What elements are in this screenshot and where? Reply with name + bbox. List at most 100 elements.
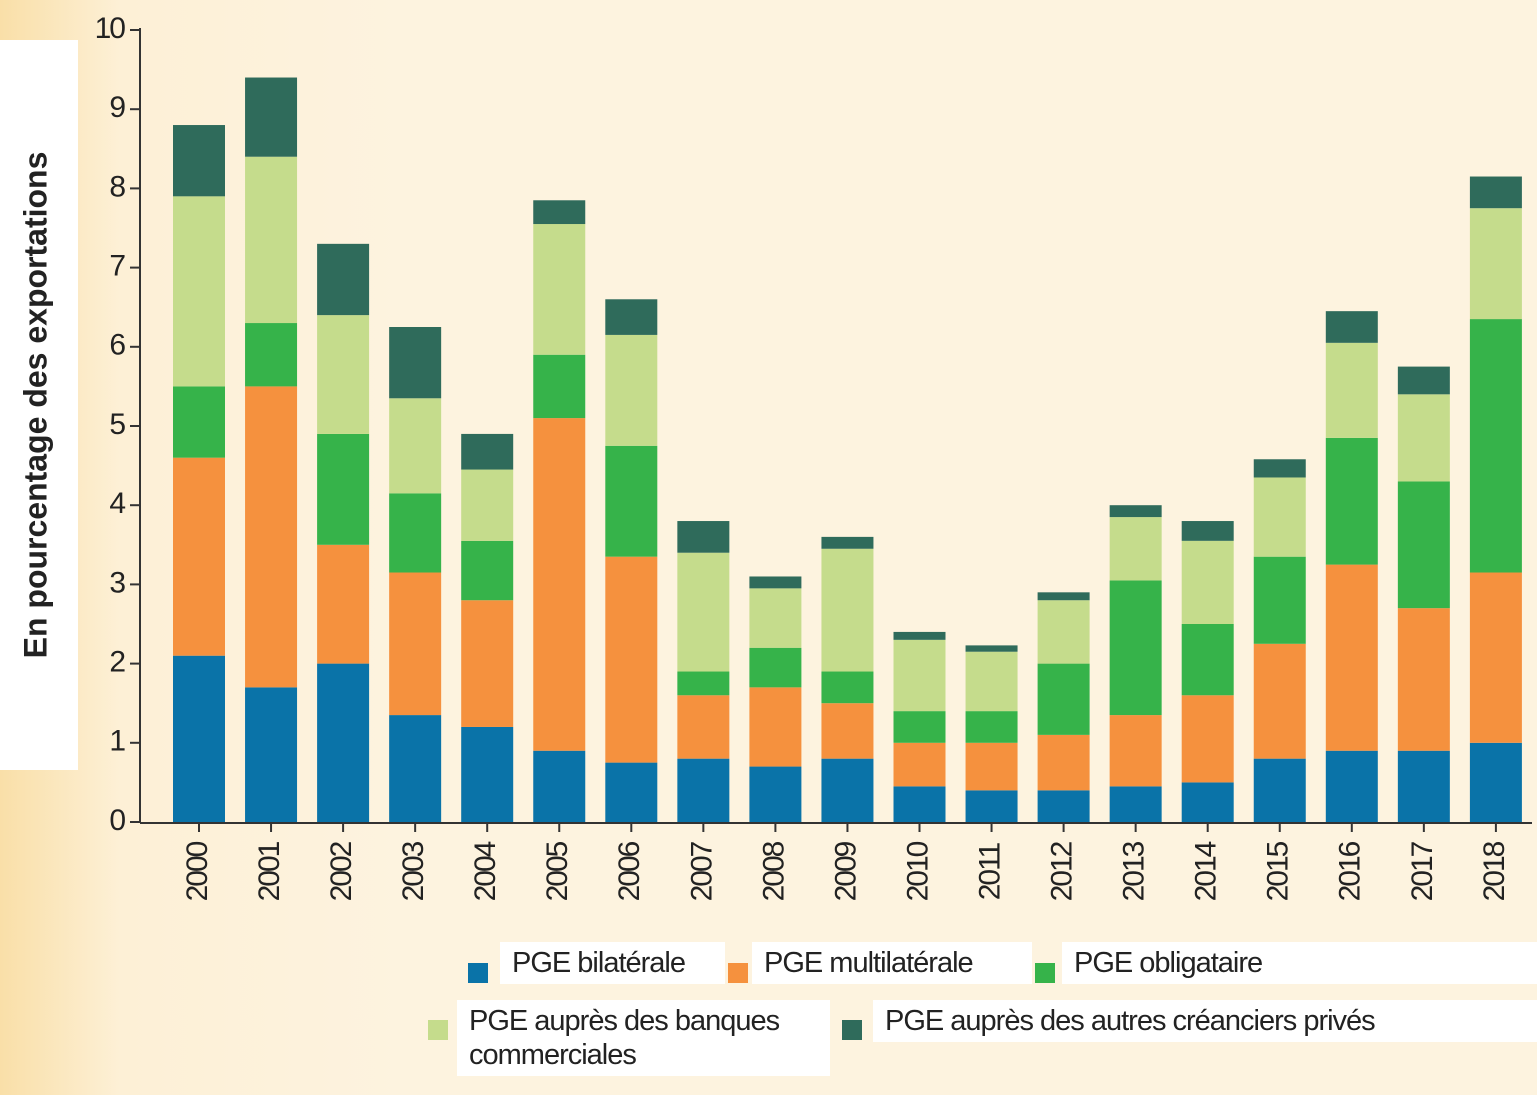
bar-segment [893,631,946,640]
bar-segment [821,536,874,549]
bar-segment [1469,742,1522,822]
bar-segment [173,125,225,197]
x-tick-label: 2014 [1190,841,1223,901]
bar-segment [1109,580,1162,716]
bar-segment [173,386,225,458]
y-tick-label: 3 [109,566,125,599]
bar-segment [1469,572,1522,743]
y-tick-label: 6 [109,329,125,362]
bar-segment [965,711,1018,743]
bar-segment [1397,750,1450,822]
bar-segment [605,556,658,763]
y-tick-label: 7 [109,250,125,283]
bar-segment [1181,521,1234,541]
bar-segment [893,711,946,743]
bar-segment [893,639,946,712]
bar-segment [173,655,225,822]
bar-segment [461,433,514,470]
bar-segment [749,588,802,648]
bar-segment [389,572,442,716]
bar-segment [605,299,658,335]
bar-segment [1397,608,1450,751]
y-tick-label: 1 [109,725,125,758]
legend-swatch [468,963,488,983]
bar-segment [677,695,730,759]
bar-segment [1181,540,1234,624]
bar-segment [389,327,442,399]
bar-segment [965,645,1018,652]
bar-segment [1325,342,1378,438]
bar-segment [245,77,298,157]
bar-segment [1325,750,1378,822]
x-tick-label: 2002 [325,841,358,901]
bar-segment [749,576,802,589]
bar-segment [1037,663,1090,735]
bar-segment [1037,734,1090,791]
legend-label: PGE multilatérale [752,942,1032,984]
bar-segment [317,663,370,822]
x-tick-label: 2005 [541,841,574,901]
bar-segment [245,156,298,324]
bar-segment [1181,624,1234,696]
legend-label: PGE auprès des banques commerciales [457,1000,830,1076]
x-tick-label: 2010 [901,841,934,901]
legend-label: PGE auprès des autres créanciers privés [873,1000,1537,1042]
bar-segment [1037,790,1090,822]
bar-segment [173,457,225,656]
bar-segment [821,703,874,759]
bar-segment [1325,311,1378,343]
x-tick-label: 2006 [613,841,646,901]
legend-swatch [1035,963,1055,983]
bar-segment [317,433,370,545]
bar-segment [605,334,658,446]
bar-segment [533,200,586,225]
bar-segment [1325,437,1378,565]
y-axis-label: En pourcentage des exportations [17,152,53,659]
bar-segment [1109,715,1162,787]
bar-segment [749,687,802,767]
bar-segment [605,445,658,557]
bar-segment [461,540,514,601]
legend-swatch [842,1020,862,1040]
y-tick-label: 2 [109,646,125,679]
bar-segment [317,315,370,434]
bar-segment [965,790,1018,822]
bar-segment [1037,600,1090,664]
y-tick-label: 9 [109,91,125,124]
bar-segment [893,742,946,787]
bar-segment [1109,517,1162,581]
bar-segment [749,647,802,688]
y-tick-label: 10 [95,12,126,45]
legend-swatch [428,1020,448,1040]
bar-segment [1109,505,1162,518]
bar-segment [1469,319,1522,573]
x-tick-label: 2018 [1478,841,1511,901]
bar-segment [1397,366,1450,395]
bar-segment [1397,394,1450,482]
bar-segment [389,715,442,822]
x-tick-label: 2012 [1046,841,1079,901]
bar-segment [533,354,586,419]
bar-segment [245,687,298,822]
bar-segment [461,600,514,727]
bar-segment [245,323,298,387]
x-tick-label: 2001 [253,841,286,901]
bar-segment [461,469,514,541]
bar-segment [1109,786,1162,822]
y-tick-label: 5 [109,408,125,441]
legend-label: PGE obligataire [1062,942,1537,984]
bar-segment [1253,556,1306,644]
bar-segment [677,758,730,822]
bar-segment [1253,758,1306,822]
bar-segment [965,742,1018,791]
x-tick-label: 2003 [397,841,430,901]
bar-segment [677,521,730,553]
y-tick-label: 0 [109,804,125,837]
bar-segment [821,671,874,704]
y-label-box [0,40,78,770]
bar-segment [1253,643,1306,759]
legend-swatch [728,963,748,983]
x-tick-label: 2015 [1262,841,1295,901]
